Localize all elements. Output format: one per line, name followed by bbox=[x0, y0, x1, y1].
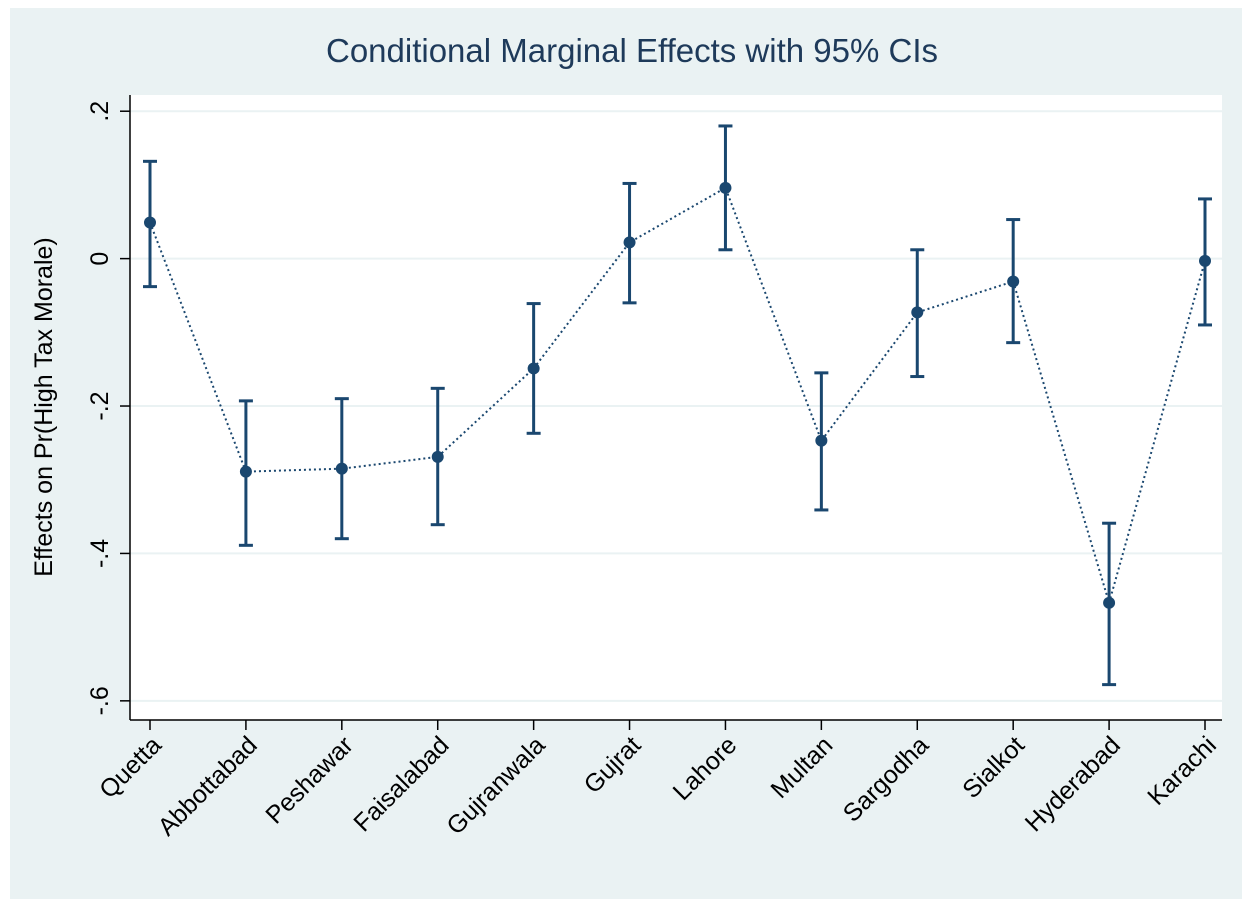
point bbox=[815, 434, 828, 447]
plot-region bbox=[130, 95, 1222, 720]
point bbox=[335, 462, 348, 475]
point bbox=[1199, 254, 1211, 267]
point bbox=[239, 465, 252, 478]
y-tick-label: 0 bbox=[86, 252, 114, 266]
chart-title: Conditional Marginal Effects with 95% CI… bbox=[326, 32, 938, 69]
point bbox=[911, 306, 924, 319]
connect-line bbox=[149, 186, 1206, 607]
point bbox=[1103, 596, 1116, 609]
y-axis-title: Effects on Pr(High Tax Morale) bbox=[30, 237, 58, 577]
point bbox=[1007, 275, 1020, 288]
point bbox=[719, 181, 732, 194]
y-tick-label: -.2 bbox=[86, 391, 114, 420]
y-tick-label: -.6 bbox=[86, 686, 114, 715]
point bbox=[144, 216, 156, 229]
y-tick-label: .2 bbox=[86, 101, 114, 122]
point bbox=[431, 450, 444, 463]
y-tick-label: -.4 bbox=[86, 539, 114, 568]
point bbox=[623, 236, 636, 249]
point bbox=[527, 362, 540, 375]
